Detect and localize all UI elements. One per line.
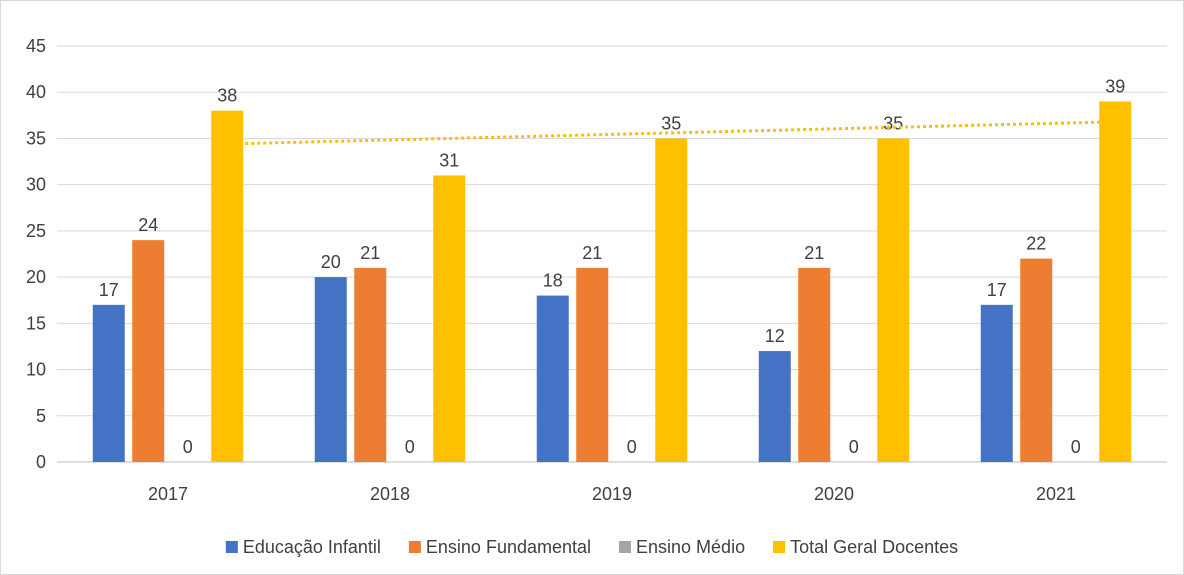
y-tick-label: 5 <box>36 406 46 426</box>
bar <box>758 351 791 462</box>
bar <box>1020 258 1053 462</box>
y-axis: 0 5 10 15 20 25 30 35 40 45 <box>26 36 46 472</box>
data-label: 0 <box>1071 437 1081 457</box>
bar <box>132 240 165 462</box>
data-label: 39 <box>1105 76 1125 96</box>
bar <box>576 267 609 462</box>
data-labels: 17 24 0 38 20 21 0 31 18 21 0 35 12 21 0 35 17 22 0 39 <box>99 76 1126 457</box>
legend-item: Total Geral Docentes <box>773 537 958 557</box>
y-tick-label: 0 <box>36 452 46 472</box>
y-tick-label: 15 <box>26 313 46 333</box>
data-label: 0 <box>183 437 193 457</box>
bar <box>877 138 910 462</box>
legend-item: Ensino Médio <box>619 537 745 557</box>
data-label: 0 <box>627 437 637 457</box>
data-label: 38 <box>217 86 237 106</box>
legend-swatch <box>225 541 238 553</box>
data-label: 0 <box>405 437 415 457</box>
x-tick-label: 2021 <box>1036 484 1076 504</box>
data-label: 35 <box>661 113 681 133</box>
data-label: 21 <box>804 243 824 263</box>
trendline <box>227 120 1116 146</box>
legend-label: Educação Infantil <box>243 537 381 557</box>
data-label: 24 <box>138 215 158 235</box>
legend-item: Educação Infantil <box>225 537 381 557</box>
legend-label: Total Geral Docentes <box>790 537 958 557</box>
data-label: 0 <box>849 437 859 457</box>
bar <box>433 175 466 462</box>
y-tick-label: 35 <box>26 128 46 148</box>
y-tick-label: 30 <box>26 175 46 195</box>
bar <box>980 304 1013 462</box>
legend-swatch <box>408 541 421 553</box>
data-label: 20 <box>321 252 341 272</box>
legend-label: Ensino Médio <box>636 537 745 557</box>
data-label: 12 <box>765 326 785 346</box>
data-label: 22 <box>1026 234 1046 254</box>
data-label: 17 <box>987 280 1007 300</box>
x-tick-label: 2017 <box>148 484 188 504</box>
data-label: 21 <box>360 243 380 263</box>
legend-swatch <box>619 541 632 553</box>
data-label: 18 <box>543 271 563 291</box>
bar <box>211 110 244 462</box>
y-tick-label: 25 <box>26 221 46 241</box>
bar <box>655 138 688 462</box>
data-label: 21 <box>582 243 602 263</box>
x-tick-label: 2019 <box>592 484 632 504</box>
legend: Educação Infantil Ensino Fundamental Ensin… <box>225 537 958 557</box>
bars <box>92 101 1132 462</box>
y-tick-label: 40 <box>26 82 46 102</box>
bar <box>1099 101 1132 462</box>
legend-label: Ensino Fundamental <box>426 537 591 557</box>
x-tick-label: 2018 <box>370 484 410 504</box>
bar <box>798 267 831 462</box>
x-tick-label: 2020 <box>814 484 854 504</box>
y-tick-label: 20 <box>26 267 46 287</box>
legend-item: Ensino Fundamental <box>408 537 591 557</box>
data-label: 31 <box>439 150 459 170</box>
bar <box>354 267 387 462</box>
y-tick-label: 10 <box>26 360 46 380</box>
bar <box>536 295 569 462</box>
y-tick-label: 45 <box>26 36 46 56</box>
bar <box>314 277 347 462</box>
data-label: 35 <box>883 113 903 133</box>
x-axis: 2017 2018 2019 2020 2021 <box>148 484 1076 504</box>
legend-swatch <box>773 541 786 553</box>
bar <box>92 304 125 462</box>
data-label: 17 <box>99 280 119 300</box>
